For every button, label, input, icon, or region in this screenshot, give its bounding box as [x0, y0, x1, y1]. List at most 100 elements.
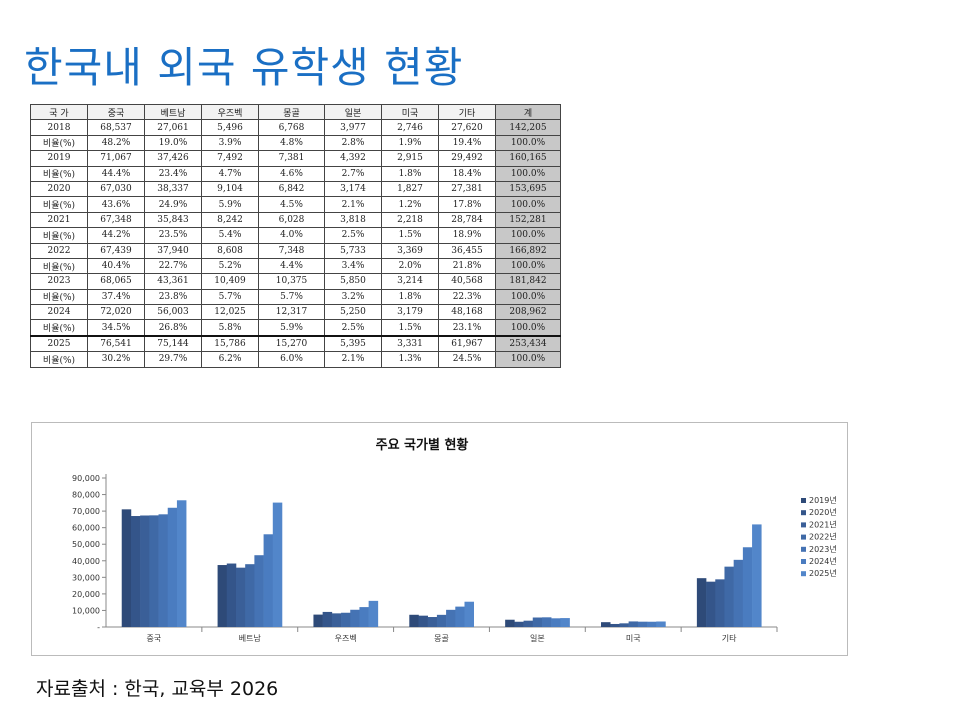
table-cell: 27,381 — [438, 180, 496, 198]
table-cell: 3.9% — [201, 134, 259, 152]
bar — [235, 567, 246, 627]
table-cell: 61,967 — [438, 334, 496, 353]
bar — [176, 500, 187, 627]
table-cell: 253,434 — [495, 334, 561, 353]
table-cell: 19.4% — [438, 134, 496, 152]
table-cell: 21.8% — [438, 257, 496, 275]
table-cell: 100.0% — [495, 227, 561, 244]
table-cell: 5.2% — [201, 257, 259, 275]
table-cell: 7,492 — [201, 150, 259, 167]
bar — [656, 621, 666, 627]
y-tick-label: 60,000 — [72, 524, 100, 533]
bar — [514, 621, 524, 627]
table-cell: 12,317 — [258, 304, 325, 321]
bar — [130, 516, 141, 627]
table-cell: 6,028 — [258, 211, 325, 229]
legend-swatch — [801, 498, 806, 503]
y-tick-label: 20,000 — [72, 590, 100, 599]
table-row: 비율(%) 30.2% 29.7% 6.2% 6.0% 2.1% 1.3% 24.5% 100.… — [30, 351, 561, 368]
table-cell: 2021 — [30, 211, 88, 229]
table-cell: 5.7% — [201, 288, 259, 306]
table-cell: 67,348 — [87, 211, 145, 229]
table-body: 2018 68,537 27,061 5,496 6,768 3,977 2,746 27,6… — [30, 119, 561, 368]
bar — [418, 615, 428, 627]
table-cell: 17.8% — [438, 196, 496, 213]
y-tick-label: 40,000 — [72, 557, 100, 566]
table-row: 2021 67,348 35,843 8,242 6,028 3,818 2,218 28,7… — [30, 211, 561, 229]
table-cell: 22.7% — [144, 257, 202, 275]
bar — [331, 613, 342, 627]
bar — [167, 507, 178, 627]
table-cell: 1.8% — [381, 288, 439, 306]
bar — [628, 621, 639, 627]
bar — [436, 614, 447, 627]
table-cell: 2023 — [30, 273, 88, 290]
table-cell: 3,818 — [324, 211, 382, 229]
table-row: 2023 68,065 43,361 10,409 10,375 5,850 3,214 40… — [30, 273, 561, 290]
table-cell: 2.1% — [324, 351, 382, 368]
legend-swatch — [801, 571, 806, 577]
bar — [551, 618, 561, 627]
bar — [464, 601, 474, 627]
table-cell: 3,179 — [381, 304, 439, 321]
table-cell: 43,361 — [144, 273, 202, 290]
y-tick-label: 80,000 — [72, 491, 100, 500]
table-cell: 15,786 — [201, 334, 259, 353]
y-tick-label: 70,000 — [72, 507, 100, 516]
table-cell: 9,104 — [201, 180, 259, 198]
x-tick-label: 몽골 — [434, 634, 449, 643]
table-cell: 2.5% — [324, 227, 382, 244]
table-cell: 5.4% — [201, 227, 259, 244]
table-cell: 37.4% — [87, 288, 145, 306]
table-cell: 37,940 — [144, 242, 202, 259]
table-cell: 22.3% — [438, 288, 496, 306]
table-header-cell: 일본 — [324, 103, 382, 121]
bar — [359, 607, 369, 627]
bar — [427, 617, 438, 627]
bar-chart: 주요 국가별 현황 - 10,000 20,000 30,000 40,000 50,000… — [72, 437, 837, 643]
y-tick-label: - — [97, 623, 100, 632]
table-cell: 2,915 — [381, 150, 439, 167]
table-cell: 40.4% — [87, 257, 145, 275]
table-cell: 3,174 — [324, 180, 382, 198]
table-cell: 10,375 — [258, 273, 325, 290]
x-tick-label: 기타 — [722, 634, 737, 643]
table-cell: 72,020 — [87, 304, 145, 321]
table-cell: 26.8% — [144, 319, 202, 337]
bar — [409, 614, 419, 627]
table-header-row: 국 가 중국 베트남 우즈벡 몽골 일본 미국 기타 계 — [30, 103, 561, 121]
x-tick-label: 우즈벡 — [335, 634, 357, 643]
table-row: 2022 67,439 37,940 8,608 7,348 5,733 3,369 36,4… — [30, 242, 561, 259]
x-tick-label: 미국 — [626, 634, 641, 643]
table-cell: 1.5% — [381, 227, 439, 244]
table-header-cell: 우즈벡 — [201, 103, 259, 121]
table-cell: 44.4% — [87, 165, 145, 182]
chart-container: 주요 국가별 현황 - 10,000 20,000 30,000 40,000 50,000… — [31, 422, 848, 656]
bar — [254, 555, 264, 627]
bar — [610, 623, 620, 627]
table-row: 2024 72,020 56,003 12,025 12,317 5,250 3,179 48… — [30, 304, 561, 321]
table-cell: 4.7% — [201, 165, 259, 182]
table-header-cell: 미국 — [381, 103, 439, 121]
page-title: 한국내 외국 유학생 현황 — [24, 43, 464, 92]
table-cell: 2.1% — [324, 196, 382, 213]
table-cell: 27,620 — [438, 119, 496, 136]
table-row: 비율(%) 44.2% 23.5% 5.4% 4.0% 2.5% 1.5% 18.9% 100.… — [30, 227, 561, 244]
table-cell: 34.5% — [87, 319, 145, 337]
bar — [368, 600, 379, 627]
table-cell: 6.2% — [201, 351, 259, 368]
table-cell: 5,395 — [324, 334, 382, 353]
table-cell: 18.4% — [438, 165, 496, 182]
table-cell: 2019 — [30, 150, 88, 167]
table-cell: 5,250 — [324, 304, 382, 321]
bar — [313, 614, 323, 627]
table-cell: 24.5% — [438, 351, 496, 368]
table-cell: 8,608 — [201, 242, 259, 259]
table-cell: 19.0% — [144, 134, 202, 152]
table-header-cell: 계 — [495, 103, 561, 121]
bar — [532, 617, 543, 627]
table-cell: 27,061 — [144, 119, 202, 136]
bar — [217, 565, 228, 627]
table-cell: 비율(%) — [30, 319, 88, 337]
table-cell: 1.9% — [381, 134, 439, 152]
